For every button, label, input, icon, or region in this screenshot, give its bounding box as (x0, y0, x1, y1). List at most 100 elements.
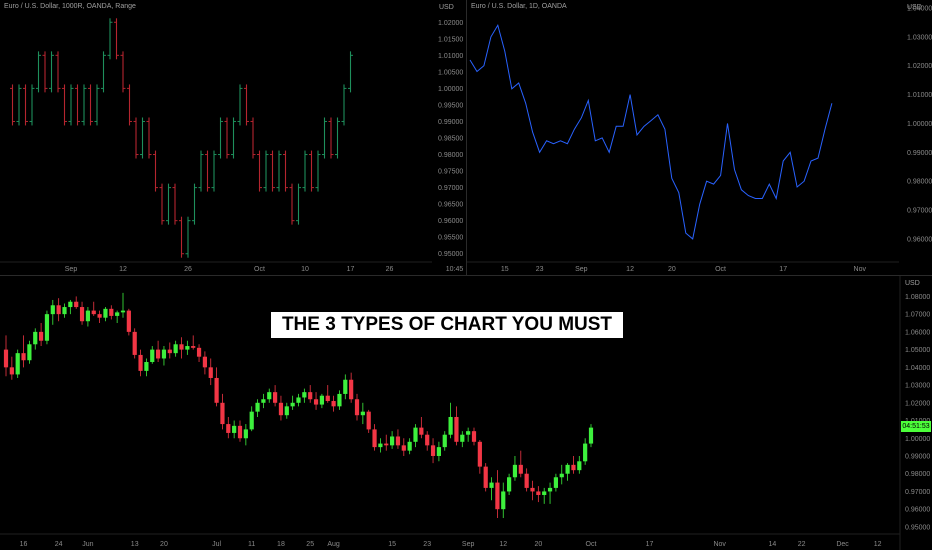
candle-body (401, 445, 406, 451)
line-chart-legend: Euro / U.S. Dollar, 1D, OANDA (471, 3, 567, 10)
candle-body (21, 353, 26, 361)
candle-body (196, 347, 202, 357)
candle-body (27, 344, 32, 361)
candle-body (62, 307, 67, 315)
line-y-tick-label: 1.03000 (907, 34, 932, 41)
range-x-tick-label: 10:45 (446, 266, 464, 273)
title-banner: THE 3 TYPES OF CHART YOU MUST KNOW (271, 312, 623, 361)
range-y-tick-label: 0.98000 (438, 152, 463, 159)
candle-body (39, 331, 44, 341)
candle-body (425, 434, 430, 446)
candle-x-tick-label: 18 (277, 541, 285, 548)
range-x-tick-label: 26 (184, 266, 192, 273)
candle-body (442, 434, 447, 448)
candle-body (33, 331, 38, 345)
candle-body (249, 411, 254, 430)
line-y-tick-label: 0.96000 (907, 236, 932, 243)
range-chart-currency: USD (439, 4, 454, 11)
candlestick-chart-panel[interactable]: USD 1.08000 1.07000 1.06000 1.05000 1.04000 1… (0, 276, 932, 550)
candle-body (132, 331, 137, 355)
candle-y-tick-label: 1.02000 (905, 400, 930, 407)
range-chart-panel[interactable]: Euro / U.S. Dollar, 1000R, OANDA, Range … (0, 0, 466, 275)
candle-body (308, 392, 313, 400)
range-x-tick-label: Oct (254, 266, 265, 273)
line-chart-svg: 1.04000 1.03000 1.02000 1.01000 1.00000 0.990… (467, 6, 932, 273)
candle-body (366, 411, 371, 430)
candle-body (542, 491, 547, 495)
range-chart-svg: 1.02000 1.01500 1.01000 1.00500 1.00000 0.995… (0, 18, 464, 273)
line-x-tick-label: 20 (668, 266, 676, 273)
candle-body (436, 447, 441, 456)
range-x-tick-label: 17 (347, 266, 355, 273)
line-x-tick-label: Sep (575, 266, 588, 273)
candle-body (120, 310, 126, 313)
candle-body (524, 473, 529, 488)
candle-x-tick-label: 24 (55, 541, 63, 548)
candle-body (372, 429, 377, 448)
line-x-tick-label: 12 (626, 266, 634, 273)
candle-x-tick-label: 22 (798, 541, 806, 548)
candle-body (407, 441, 412, 451)
line-y-tick-label: 1.04000 (907, 6, 932, 13)
line-x-tick-label: 17 (779, 266, 787, 273)
candle-body (284, 406, 289, 416)
last-price-label: 04:51:53 (901, 421, 931, 432)
candle-body (331, 401, 336, 407)
candle-body (208, 367, 213, 378)
range-x-tick-label: 12 (119, 266, 127, 273)
candle-body (395, 436, 401, 446)
candle-body (583, 443, 588, 462)
candle-body (167, 349, 172, 354)
candle-body (577, 461, 582, 471)
candle-body (79, 307, 85, 322)
candle-body (501, 491, 506, 510)
line-y-tick-label: 1.01000 (907, 92, 932, 99)
candle-body (109, 308, 114, 316)
candle-body (419, 427, 424, 435)
candle-body (466, 431, 471, 435)
candle-body (56, 305, 61, 315)
candle-body (144, 362, 149, 371)
candle-body (74, 301, 79, 308)
candle-body (214, 377, 219, 403)
candle-body (267, 392, 272, 400)
panel-divider-horizontal[interactable] (0, 275, 932, 276)
line-y-tick-label: 0.98000 (907, 179, 932, 186)
candle-y-tick-label: 0.97000 (905, 489, 930, 496)
range-y-tick-label: 0.96500 (438, 202, 463, 209)
candle-body (454, 416, 459, 442)
candle-body (536, 491, 541, 495)
candle-body (302, 392, 307, 398)
line-series (469, 24, 833, 240)
line-y-tick-label: 0.97000 (907, 208, 932, 215)
range-x-tick-label: Sep (65, 266, 78, 273)
panel-divider-vertical[interactable] (466, 0, 467, 275)
candlestick-chart-svg: 1.08000 1.07000 1.06000 1.05000 1.04000 1.030… (0, 276, 930, 550)
candle-body (220, 402, 225, 425)
candle-x-tick-label: Sep (462, 541, 475, 548)
candle-body (202, 356, 207, 368)
candle-body (547, 487, 553, 492)
candle-body (173, 344, 178, 354)
range-y-tick-label: 1.00500 (438, 69, 463, 76)
candle-y-tick-label: 0.95000 (905, 524, 930, 531)
candle-x-tick-label: 20 (534, 541, 542, 548)
range-y-tick-label: 0.95500 (438, 235, 463, 242)
candle-body (360, 411, 365, 416)
candle-y-tick-label: 1.00000 (905, 436, 930, 443)
candle-body (115, 312, 120, 316)
candle-body (191, 346, 196, 348)
candle-body (413, 427, 418, 442)
candle-body (489, 482, 494, 488)
line-chart-currency: USD (907, 4, 922, 11)
line-chart-panel[interactable]: Euro / U.S. Dollar, 1D, OANDA USD 1.0400… (467, 0, 932, 275)
line-y-tick-label: 1.02000 (907, 63, 932, 70)
candle-body (588, 427, 594, 444)
candle-body (255, 402, 260, 412)
range-y-tick-label: 1.02000 (438, 20, 463, 27)
candle-body (126, 310, 131, 332)
candle-body (495, 482, 500, 510)
range-y-tick-label: 0.98500 (438, 136, 463, 143)
candle-body (343, 379, 348, 394)
candle-body (384, 443, 389, 446)
